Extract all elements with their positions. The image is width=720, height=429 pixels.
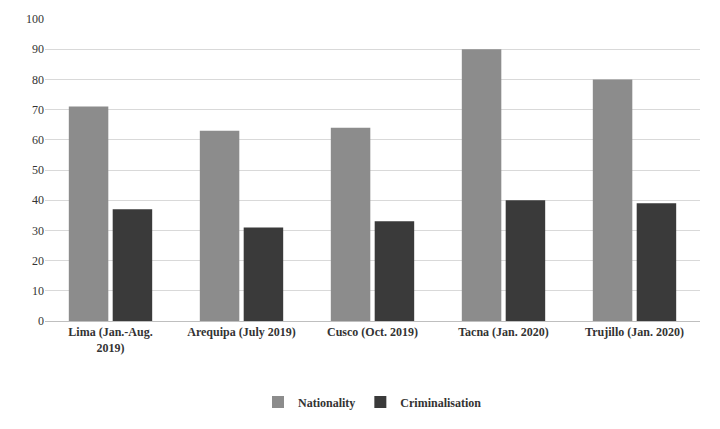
svg-text:Criminalisation: Criminalisation (400, 396, 481, 410)
svg-text:Trujillo (Jan. 2020): Trujillo (Jan. 2020) (585, 325, 684, 339)
svg-text:70: 70 (32, 103, 44, 117)
svg-text:40: 40 (32, 193, 44, 207)
svg-text:Lima (Jan.-Aug.2019): Lima (Jan.-Aug.2019) (68, 325, 152, 355)
svg-text:20: 20 (32, 254, 44, 268)
svg-text:50: 50 (32, 163, 44, 177)
svg-text:0: 0 (38, 314, 44, 328)
svg-text:100: 100 (26, 12, 44, 26)
svg-text:80: 80 (32, 73, 44, 87)
svg-text:90: 90 (32, 42, 44, 56)
svg-text:60: 60 (32, 133, 44, 147)
svg-text:Arequipa (July 2019): Arequipa (July 2019) (187, 325, 295, 339)
svg-text:Tacna (Jan. 2020): Tacna (Jan. 2020) (458, 325, 549, 339)
svg-text:10: 10 (32, 284, 44, 298)
svg-text:Cusco (Oct. 2019): Cusco (Oct. 2019) (327, 325, 418, 339)
svg-text:Nationality: Nationality (298, 396, 355, 410)
svg-text:30: 30 (32, 224, 44, 238)
